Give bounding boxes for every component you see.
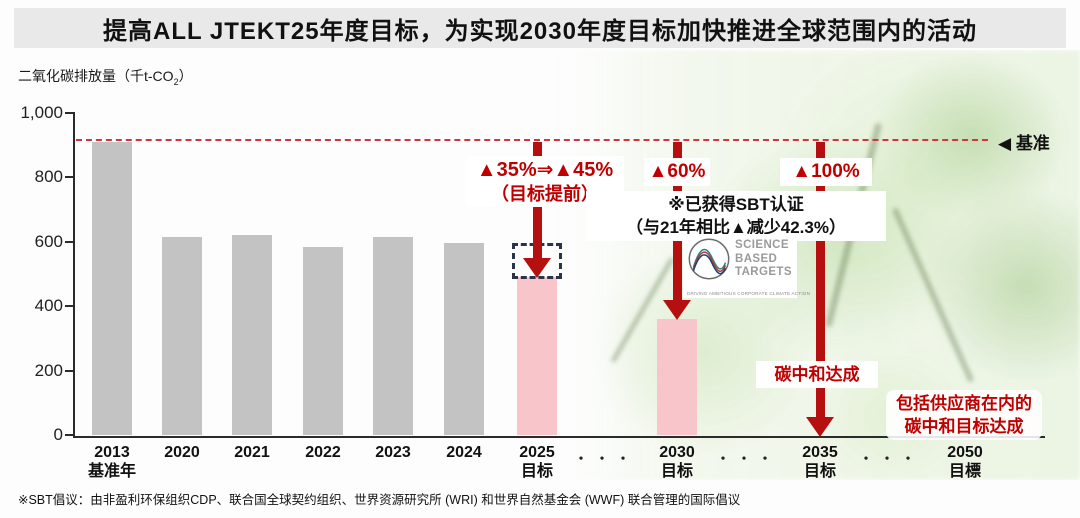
left-triangle-icon: ◀ xyxy=(998,134,1012,153)
page-title: 提高ALL JTEKT25年度目标，为实现2030年度目标加快推进全球范围内的活… xyxy=(103,17,977,45)
y-axis-title-text: 二氧化碳排放量（千t-CO xyxy=(18,68,174,84)
x-tick-line: ・・・ xyxy=(574,451,638,466)
bar-2020 xyxy=(162,236,202,435)
annotation-target-2025: ▲35%⇒▲45% （目标提前） xyxy=(466,156,624,207)
arrow-head-icon xyxy=(523,258,551,278)
x-tick-line: 目标 xyxy=(803,463,836,480)
title-bar: 提高ALL JTEKT25年度目标，为实现2030年度目标加快推进全球范围内的活… xyxy=(14,8,1066,48)
x-tick-label-2013: 2013 基准年 xyxy=(67,443,157,481)
x-axis-line xyxy=(73,436,1045,438)
arrow-head-icon xyxy=(663,300,691,320)
supplier-goal-line1: 包括供应商在内的 xyxy=(896,394,1032,413)
sbt-certification-note: ※已获得SBT认证 （与21年相比▲减少42.3%） xyxy=(586,191,886,241)
y-tick-mark xyxy=(65,369,73,372)
sbt-word-based: BASED xyxy=(735,252,778,265)
x-tick-label-2035: 2035 目标 xyxy=(775,443,865,481)
baseline-dashed-line xyxy=(76,139,988,141)
bar-2024 xyxy=(444,243,484,435)
down-arrow-2035 xyxy=(806,142,834,437)
y-axis-title: 二氧化碳排放量（千t-CO2） xyxy=(18,66,193,87)
x-tick-label-2023: 2023 xyxy=(348,443,438,462)
x-tick-line: 2035 xyxy=(802,444,838,461)
x-axis-dots: ・・・ xyxy=(703,443,793,468)
x-tick-label-2020: 2020 xyxy=(137,443,227,462)
x-tick-line: 2020 xyxy=(164,444,200,461)
annotation-target-2030: ▲60% xyxy=(644,158,710,186)
x-tick-line: 目标 xyxy=(520,463,553,480)
baseline-label-text: 基准 xyxy=(1015,134,1050,153)
y-tick-label: 400 xyxy=(34,296,63,316)
supplier-goal-line2: 碳中和目标达成 xyxy=(904,417,1024,436)
sbt-note-line1: ※已获得SBT认证 xyxy=(668,195,804,214)
y-tick-mark xyxy=(65,112,73,114)
x-tick-line: 2023 xyxy=(375,444,411,461)
sbt-word-science: SCIENCE xyxy=(735,239,789,251)
y-tick-label: 0 xyxy=(53,425,63,444)
x-tick-line: ・・・ xyxy=(716,451,780,466)
x-axis-dots: ・・・ xyxy=(846,443,936,468)
x-tick-label-2021: 2021 xyxy=(207,443,297,462)
x-tick-line: 目标 xyxy=(660,463,693,480)
sbt-note-line2: （与21年相比▲减少42.3%） xyxy=(626,218,846,237)
y-axis-title-close: ） xyxy=(178,68,193,84)
bar-2023 xyxy=(373,236,413,435)
bar-2025 xyxy=(517,277,557,435)
x-tick-line: 2030 xyxy=(659,444,695,461)
x-tick-line: 2021 xyxy=(234,444,270,461)
x-tick-line: 2024 xyxy=(446,444,482,461)
y-tick-label: 200 xyxy=(34,360,63,380)
x-axis-dots: ・・・ xyxy=(561,443,651,468)
x-tick-line: 基准年 xyxy=(87,463,136,480)
y-tick-mark xyxy=(65,305,73,308)
x-tick-line: ・・・ xyxy=(859,451,923,466)
sbt-word-targets: TARGETS xyxy=(735,266,792,278)
target-2025-change: ▲35%⇒▲45% xyxy=(476,159,614,181)
sbt-footnote: ※SBT倡议：由非盈利环保组织CDP、联合国全球契约组织、世界资源研究所 (WR… xyxy=(18,493,741,507)
y-axis-line xyxy=(73,112,75,436)
x-tick-line: 2025 xyxy=(519,444,555,461)
y-tick-mark xyxy=(65,176,73,179)
x-tick-line: 目標 xyxy=(948,463,981,480)
x-tick-label-2022: 2022 xyxy=(278,443,368,462)
sbt-logo-curve-icon xyxy=(688,238,730,280)
arrow-shaft xyxy=(815,142,825,417)
y-tick-label: 800 xyxy=(34,167,63,187)
bar-2013 xyxy=(92,141,132,435)
science-based-targets-logo: SCIENCE BASED TARGETS DRIVING AMBITIOUS … xyxy=(683,234,811,298)
baseline-label: ◀ 基准 xyxy=(998,129,1050,154)
x-tick-line: 2013 xyxy=(94,444,130,461)
target-2025-note: （目标提前） xyxy=(491,184,599,204)
supplier-goal-label: 包括供应商在内的 碳中和目标达成 xyxy=(886,390,1042,440)
annotation-target-2035: ▲100% xyxy=(780,158,872,186)
x-tick-label-2030: 2030 目标 xyxy=(632,443,722,481)
carbon-neutral-label: 碳中和达成 xyxy=(756,361,878,388)
x-tick-line: 2050 xyxy=(947,444,983,461)
bar-2022 xyxy=(303,246,343,435)
x-tick-label-2050: 2050 目標 xyxy=(920,443,1010,481)
x-tick-label-2024: 2024 xyxy=(419,443,509,462)
sbt-logo-words: SCIENCE BASED TARGETS xyxy=(735,239,792,280)
y-tick-label: 1,000 xyxy=(20,103,63,122)
x-tick-line: 2022 xyxy=(305,444,341,461)
sbt-logo-tagline: DRIVING AMBITIOUS CORPORATE CLIMATE ACTI… xyxy=(687,291,811,296)
bar-2021 xyxy=(232,235,272,435)
y-axis-title-subscript: 2 xyxy=(173,76,179,87)
y-tick-mark xyxy=(65,434,73,436)
y-tick-mark xyxy=(65,240,73,243)
y-tick-label: 600 xyxy=(34,231,63,251)
arrow-head-icon xyxy=(806,417,834,437)
x-tick-label-2025: 2025 目标 xyxy=(492,443,582,481)
bar-2030 xyxy=(657,319,697,435)
